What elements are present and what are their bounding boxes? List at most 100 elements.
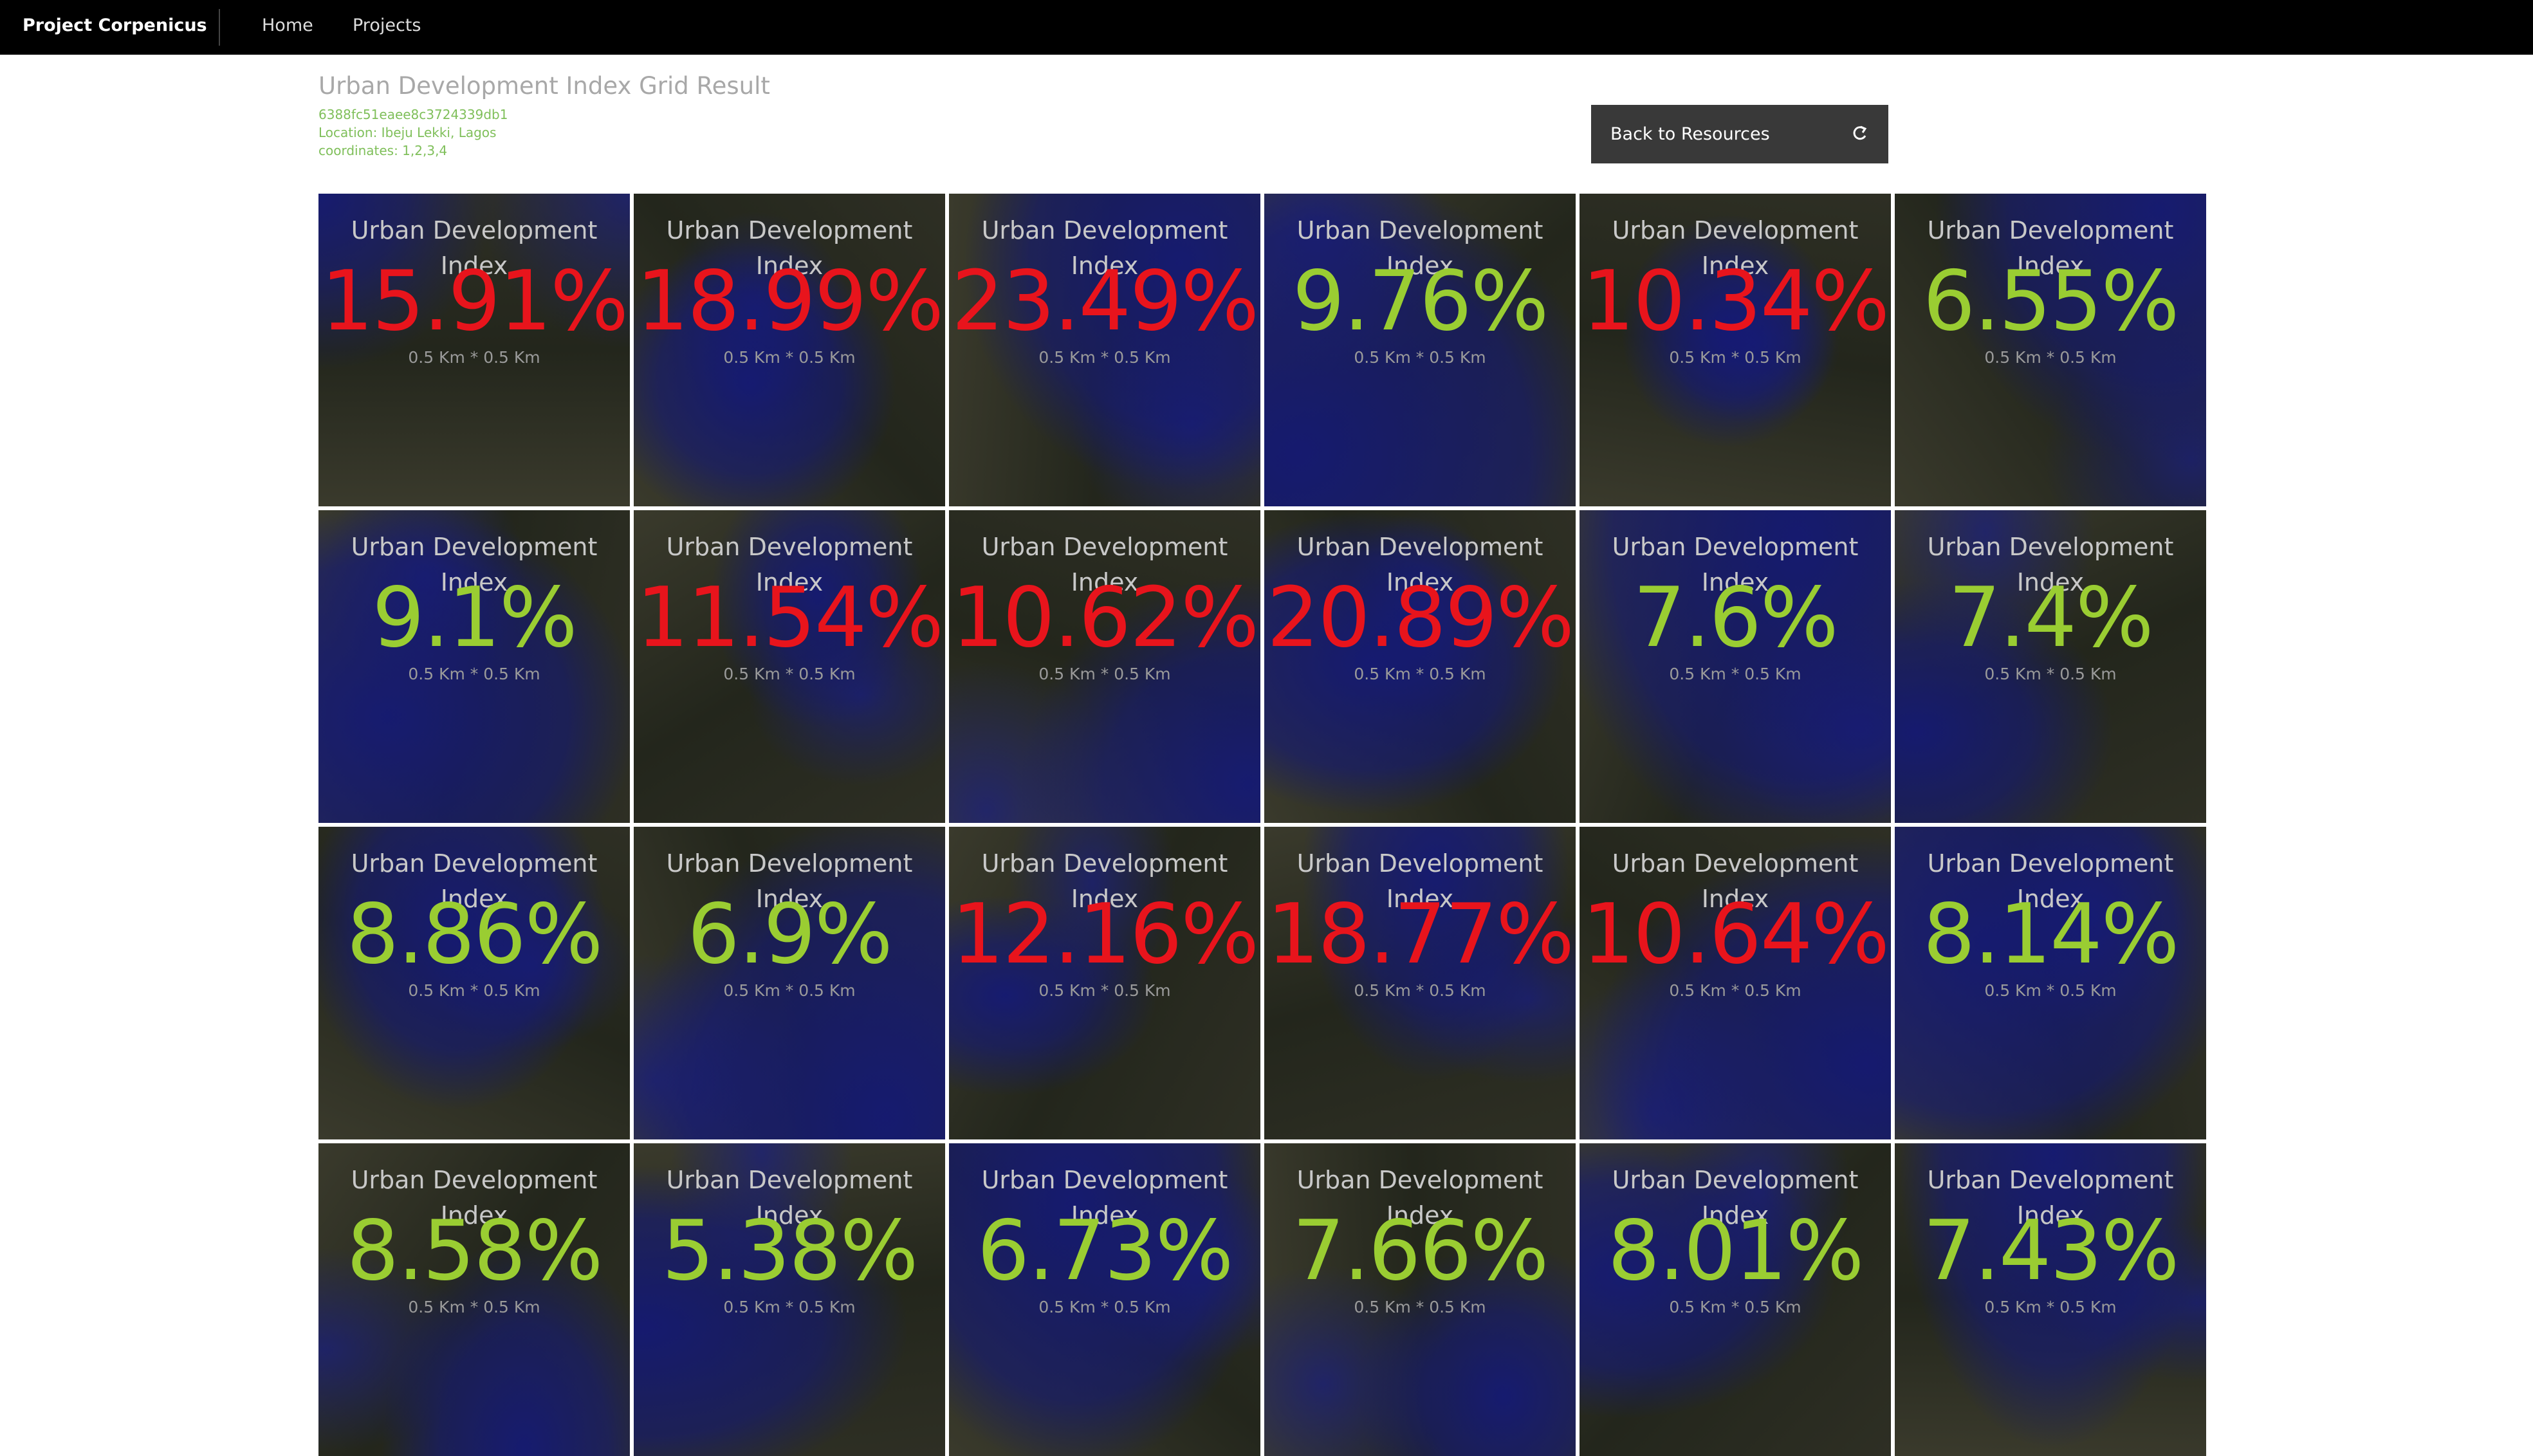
tile-value: 11.54%	[636, 570, 944, 666]
tile-value: 7.4%	[1948, 570, 2153, 666]
tile: Urban Development Index 5.38% 0.5 Km * 0.5…	[634, 1143, 945, 1456]
nav-link[interactable]: Home	[262, 15, 313, 35]
tile-value: 23.49%	[951, 253, 1259, 349]
button-label: Back to Resources	[1610, 124, 1770, 144]
tile: Urban Development Index 20.89% 0.5 Km * 0.…	[1264, 510, 1576, 823]
tile-size: 0.5 Km * 0.5 Km	[408, 665, 540, 683]
tile-size: 0.5 Km * 0.5 Km	[1984, 665, 2117, 683]
tile-label: Urban Development Index	[666, 533, 913, 596]
tile-size: 0.5 Km * 0.5 Km	[1669, 981, 1801, 1000]
top-nav: Project Corpenicus Home Projects	[0, 0, 2533, 55]
tile-label: Urban Development Index	[1927, 533, 2174, 596]
tile-value: 6.73%	[977, 1203, 1234, 1299]
tile: Urban Development Index 7.4% 0.5 Km * 0.5 …	[1895, 510, 2206, 823]
tile-label: Urban Development Index	[1612, 533, 1859, 596]
tile-grid: Urban Development Index 15.91% 0.5 Km * 0.…	[318, 194, 2210, 1456]
separator	[219, 9, 220, 46]
tile-size: 0.5 Km * 0.5 Km	[1038, 665, 1171, 683]
tile-size: 0.5 Km * 0.5 Km	[1669, 1298, 1801, 1316]
tile-label: Urban Development Index	[1927, 216, 2174, 280]
tile: Urban Development Index 7.66% 0.5 Km * 0.5…	[1264, 1143, 1576, 1456]
location: Location: Ibeju Lekki, Lagos	[318, 125, 497, 140]
tile-size: 0.5 Km * 0.5 Km	[1354, 981, 1486, 1000]
tile-value: 7.43%	[1922, 1203, 2180, 1299]
tile-label: Urban Development Index	[1612, 216, 1859, 280]
tile: Urban Development Index 7.6% 0.5 Km * 0.5 …	[1580, 510, 1891, 823]
tile-value: 8.14%	[1922, 887, 2180, 982]
tile: Urban Development Index 11.54% 0.5 Km * 0.…	[634, 510, 945, 823]
tile-size: 0.5 Km * 0.5 Km	[1984, 348, 2117, 367]
tile-label: Urban Development Index	[1927, 1166, 2174, 1230]
tile-size: 0.5 Km * 0.5 Km	[723, 1298, 856, 1316]
tile: Urban Development Index 8.14% 0.5 Km * 0.5…	[1895, 827, 2206, 1139]
tile: Urban Development Index 23.49% 0.5 Km * 0.…	[949, 194, 1260, 506]
tile-value: 7.6%	[1633, 570, 1838, 666]
tile-value: 12.16%	[951, 887, 1259, 982]
tile: Urban Development Index 6.55% 0.5 Km * 0.5…	[1895, 194, 2206, 506]
tile-label: Urban Development Index	[1296, 1166, 1543, 1230]
tile-value: 8.01%	[1607, 1203, 1865, 1299]
tile-value: 6.9%	[687, 887, 892, 982]
tile-value: 5.38%	[661, 1203, 919, 1299]
tile-label: Urban Development Index	[1296, 216, 1543, 280]
tile-label: Urban Development Index	[666, 1166, 913, 1230]
tile-value: 18.77%	[1266, 887, 1574, 982]
tile: Urban Development Index 6.73% 0.5 Km * 0.5…	[949, 1143, 1260, 1456]
tile-size: 0.5 Km * 0.5 Km	[408, 1298, 540, 1316]
tile-value: 9.1%	[372, 570, 577, 666]
page-title: Urban Development Index Grid Result	[318, 72, 770, 100]
tile-label: Urban Development Index	[666, 849, 913, 913]
brand[interactable]: Project Corpenicus	[23, 15, 207, 35]
tile-label: Urban Development Index	[1296, 849, 1543, 913]
tile: Urban Development Index 8.01% 0.5 Km * 0.5…	[1580, 1143, 1891, 1456]
tile-label: Urban Development Index	[1612, 849, 1859, 913]
tile: Urban Development Index 9.1% 0.5 Km * 0.5 …	[318, 510, 630, 823]
tile-size: 0.5 Km * 0.5 Km	[1984, 1298, 2117, 1316]
tile: Urban Development Index 8.86% 0.5 Km * 0.5…	[318, 827, 630, 1139]
tile-size: 0.5 Km * 0.5 Km	[1354, 348, 1486, 367]
button-icon	[1853, 125, 1867, 140]
tile-value: 10.64%	[1581, 887, 1890, 982]
tile-label: Urban Development Index	[666, 216, 913, 280]
tile-size: 0.5 Km * 0.5 Km	[1038, 1298, 1171, 1316]
tile-label: Urban Development Index	[351, 1166, 598, 1230]
tile: Urban Development Index 8.58% 0.5 Km * 0.5…	[318, 1143, 630, 1456]
tile: Urban Development Index 10.64% 0.5 Km * 0.…	[1580, 827, 1891, 1139]
tile-label: Urban Development Index	[981, 849, 1228, 913]
tile: Urban Development Index 10.34% 0.5 Km * 0.…	[1580, 194, 1891, 506]
tile-value: 15.91%	[320, 253, 629, 349]
tile-label: Urban Development Index	[1927, 849, 2174, 913]
tile-size: 0.5 Km * 0.5 Km	[723, 348, 856, 367]
tile-label: Urban Development Index	[981, 1166, 1228, 1230]
coordinates: coordinates: 1,2,3,4	[318, 143, 448, 158]
tile-value: 8.58%	[346, 1203, 603, 1299]
tile: Urban Development Index 10.62% 0.5 Km * 0.…	[949, 510, 1260, 823]
tile-size: 0.5 Km * 0.5 Km	[723, 981, 856, 1000]
tile-label: Urban Development Index	[981, 216, 1228, 280]
tile-label: Urban Development Index	[981, 533, 1228, 596]
tile-size: 0.5 Km * 0.5 Km	[408, 981, 540, 1000]
tile-value: 10.62%	[951, 570, 1259, 666]
tile-label: Urban Development Index	[351, 533, 598, 596]
back-button[interactable]: Back to Resources	[1591, 105, 1888, 163]
tile-label: Urban Development Index	[351, 849, 598, 913]
tile-size: 0.5 Km * 0.5 Km	[1669, 665, 1801, 683]
tile-value: 6.55%	[1922, 253, 2180, 349]
nav-link[interactable]: Projects	[353, 15, 421, 35]
tile-value: 10.34%	[1581, 253, 1890, 349]
tile-size: 0.5 Km * 0.5 Km	[1354, 1298, 1486, 1316]
tile: Urban Development Index 7.43% 0.5 Km * 0.5…	[1895, 1143, 2206, 1456]
tile: Urban Development Index 18.77% 0.5 Km * 0.…	[1264, 827, 1576, 1139]
tile: Urban Development Index 15.91% 0.5 Km * 0.…	[318, 194, 630, 506]
tile-value: 9.76%	[1292, 253, 1549, 349]
tile-label: Urban Development Index	[1612, 1166, 1859, 1230]
tile-size: 0.5 Km * 0.5 Km	[1669, 348, 1801, 367]
tile-value: 7.66%	[1292, 1203, 1549, 1299]
tile: Urban Development Index 12.16% 0.5 Km * 0.…	[949, 827, 1260, 1139]
tile-size: 0.5 Km * 0.5 Km	[723, 665, 856, 683]
tile-value: 20.89%	[1266, 570, 1574, 666]
tile-size: 0.5 Km * 0.5 Km	[1984, 981, 2117, 1000]
tile: Urban Development Index 9.76% 0.5 Km * 0.5…	[1264, 194, 1576, 506]
result-id: 6388fc51eaee8c3724339db1	[318, 107, 508, 122]
